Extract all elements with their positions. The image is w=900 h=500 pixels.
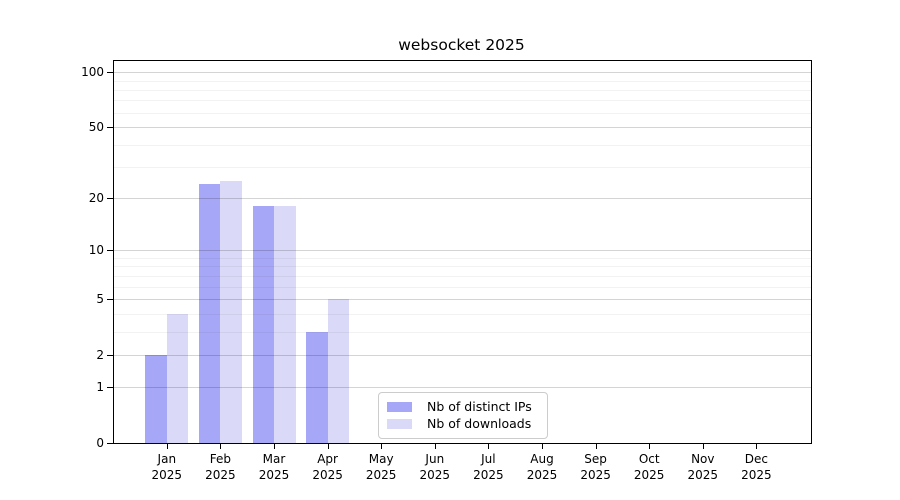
x-tick-label-jun: Jun 2025	[419, 452, 451, 482]
x-tick-label-jan: Jan 2025	[151, 452, 183, 482]
x-tick-mark-nov	[702, 444, 704, 449]
y-tick-label-10: 10	[88, 243, 104, 258]
x-tick-label-oct: Oct 2025	[633, 452, 665, 482]
gridline-minor-6	[114, 286, 811, 288]
y-tick-mark-2	[107, 354, 113, 356]
x-tick-mark-jul	[488, 444, 490, 449]
legend-item-distinct-ips: Nb of distinct IPs	[387, 399, 539, 415]
x-tick-mark-jun	[434, 444, 436, 449]
x-tick-label-dec: Dec 2025	[741, 452, 772, 482]
y-tick-label-1: 1	[96, 380, 104, 395]
gridline-minor-80	[114, 89, 811, 91]
gridline-minor-7	[114, 275, 811, 277]
gridline-minor-30	[114, 167, 811, 169]
x-tick-mark-may	[381, 444, 383, 449]
legend-label-distinct-ips: Nb of distinct IPs	[427, 398, 532, 414]
gridline-minor-9	[114, 257, 811, 259]
x-tick-label-feb: Feb 2025	[205, 452, 236, 482]
bars-layer	[114, 61, 811, 443]
gridline-minor-8	[114, 266, 811, 268]
bar-downloads-jan	[166, 313, 189, 443]
y-tick-mark-50	[107, 127, 113, 129]
gridline-major-20	[114, 198, 811, 200]
x-tick-mark-oct	[649, 444, 651, 449]
gridline-major-2	[114, 354, 811, 356]
x-tick-mark-mar	[274, 444, 275, 449]
gridline-major-100	[114, 72, 811, 74]
y-tick-label-0: 0	[96, 436, 104, 450]
legend: Nb of distinct IPs Nb of downloads	[378, 392, 548, 439]
x-tick-mark-apr	[327, 444, 329, 449]
y-tick-label-5: 5	[96, 292, 104, 306]
legend-swatch-downloads	[387, 419, 412, 430]
gridline-major-1	[114, 387, 811, 389]
y-tick-label-50: 50	[88, 120, 104, 135]
y-tick-mark-20	[107, 198, 113, 200]
chart-title: websocket 2025	[398, 36, 525, 54]
y-tick-label-2: 2	[96, 347, 104, 362]
bar-downloads-mar	[274, 206, 296, 443]
y-tick-mark-10	[107, 250, 113, 252]
gridline-major-10	[114, 250, 811, 252]
y-tick-mark-5	[107, 299, 113, 300]
x-tick-label-mar: Mar 2025	[258, 452, 290, 482]
x-tick-mark-aug	[542, 444, 543, 449]
bar-downloads-feb	[220, 181, 242, 443]
gridlines-layer	[114, 61, 811, 443]
bar-distinct-ips-apr	[306, 331, 328, 443]
plot-area: Nb of distinct IPs Nb of downloads	[113, 60, 812, 444]
x-tick-label-sep: Sep 2025	[580, 452, 611, 482]
bar-distinct-ips-jan	[145, 354, 167, 443]
gridline-minor-3	[114, 331, 811, 333]
y-tick-label-20: 20	[88, 191, 104, 206]
gridline-minor-90	[114, 80, 811, 82]
gridline-major-50	[114, 127, 811, 129]
legend-item-downloads: Nb of downloads	[387, 416, 539, 432]
x-tick-label-nov: Nov 2025	[687, 452, 719, 482]
x-tick-mark-dec	[756, 444, 758, 449]
bar-distinct-ips-feb	[198, 184, 221, 443]
gridline-minor-40	[114, 144, 811, 146]
x-tick-label-may: May 2025	[365, 452, 397, 482]
y-tick-label-100: 100	[81, 65, 104, 80]
x-tick-mark-jan	[166, 444, 168, 449]
gridline-minor-60	[114, 112, 811, 114]
x-tick-mark-sep	[595, 444, 597, 449]
y-tick-mark-1	[107, 387, 113, 389]
x-tick-label-jul: Jul 2025	[473, 452, 504, 482]
bar-downloads-apr	[327, 299, 350, 443]
legend-label-downloads: Nb of downloads	[427, 416, 532, 432]
y-tick-mark-0	[107, 443, 113, 444]
x-tick-mark-feb	[220, 444, 222, 449]
y-tick-mark-100	[107, 72, 113, 74]
gridline-minor-70	[114, 100, 811, 102]
bar-distinct-ips-mar	[252, 206, 274, 443]
gridline-minor-4	[114, 313, 811, 315]
gridline-major-5	[114, 299, 811, 300]
legend-swatch-distinct-ips	[387, 401, 412, 412]
x-tick-label-aug: Aug 2025	[526, 452, 558, 482]
x-tick-label-apr: Apr 2025	[312, 452, 343, 482]
